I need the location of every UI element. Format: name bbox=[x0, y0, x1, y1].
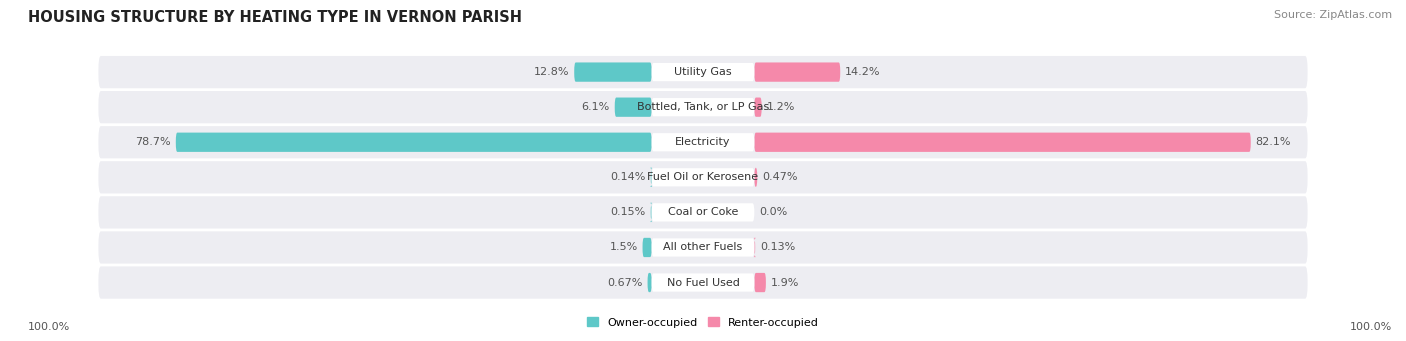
Text: HOUSING STRUCTURE BY HEATING TYPE IN VERNON PARISH: HOUSING STRUCTURE BY HEATING TYPE IN VER… bbox=[28, 10, 522, 25]
Text: 1.2%: 1.2% bbox=[766, 102, 794, 112]
FancyBboxPatch shape bbox=[754, 238, 756, 257]
FancyBboxPatch shape bbox=[755, 273, 766, 292]
FancyBboxPatch shape bbox=[98, 56, 1308, 88]
FancyBboxPatch shape bbox=[651, 63, 755, 81]
Text: 82.1%: 82.1% bbox=[1256, 137, 1291, 147]
Text: Bottled, Tank, or LP Gas: Bottled, Tank, or LP Gas bbox=[637, 102, 769, 112]
Text: 0.14%: 0.14% bbox=[610, 172, 645, 182]
FancyBboxPatch shape bbox=[650, 168, 652, 187]
Text: 1.5%: 1.5% bbox=[609, 242, 638, 252]
FancyBboxPatch shape bbox=[98, 126, 1308, 158]
Legend: Owner-occupied, Renter-occupied: Owner-occupied, Renter-occupied bbox=[582, 313, 824, 332]
Text: 100.0%: 100.0% bbox=[1350, 322, 1392, 332]
FancyBboxPatch shape bbox=[650, 203, 652, 222]
FancyBboxPatch shape bbox=[648, 273, 651, 292]
FancyBboxPatch shape bbox=[643, 238, 651, 257]
FancyBboxPatch shape bbox=[755, 98, 762, 117]
FancyBboxPatch shape bbox=[98, 161, 1308, 193]
FancyBboxPatch shape bbox=[755, 168, 758, 187]
Text: 0.15%: 0.15% bbox=[610, 207, 645, 218]
Text: 14.2%: 14.2% bbox=[845, 67, 880, 77]
FancyBboxPatch shape bbox=[98, 231, 1308, 264]
FancyBboxPatch shape bbox=[651, 98, 755, 116]
Text: Utility Gas: Utility Gas bbox=[675, 67, 731, 77]
FancyBboxPatch shape bbox=[651, 168, 755, 187]
Text: 78.7%: 78.7% bbox=[135, 137, 172, 147]
Text: Source: ZipAtlas.com: Source: ZipAtlas.com bbox=[1274, 10, 1392, 20]
Text: All other Fuels: All other Fuels bbox=[664, 242, 742, 252]
Text: 12.8%: 12.8% bbox=[534, 67, 569, 77]
Text: 100.0%: 100.0% bbox=[28, 322, 70, 332]
Text: 0.47%: 0.47% bbox=[762, 172, 797, 182]
Text: 0.0%: 0.0% bbox=[759, 207, 787, 218]
FancyBboxPatch shape bbox=[651, 133, 755, 151]
Text: No Fuel Used: No Fuel Used bbox=[666, 278, 740, 287]
Text: Electricity: Electricity bbox=[675, 137, 731, 147]
FancyBboxPatch shape bbox=[98, 196, 1308, 228]
FancyBboxPatch shape bbox=[614, 98, 651, 117]
FancyBboxPatch shape bbox=[755, 133, 1251, 152]
FancyBboxPatch shape bbox=[651, 273, 755, 292]
FancyBboxPatch shape bbox=[651, 203, 755, 222]
Text: Coal or Coke: Coal or Coke bbox=[668, 207, 738, 218]
FancyBboxPatch shape bbox=[574, 62, 651, 82]
FancyBboxPatch shape bbox=[98, 266, 1308, 299]
FancyBboxPatch shape bbox=[98, 91, 1308, 123]
FancyBboxPatch shape bbox=[176, 133, 651, 152]
Text: 0.67%: 0.67% bbox=[607, 278, 643, 287]
Text: Fuel Oil or Kerosene: Fuel Oil or Kerosene bbox=[647, 172, 759, 182]
Text: 0.13%: 0.13% bbox=[761, 242, 796, 252]
FancyBboxPatch shape bbox=[651, 238, 755, 256]
Text: 1.9%: 1.9% bbox=[770, 278, 799, 287]
Text: 6.1%: 6.1% bbox=[582, 102, 610, 112]
FancyBboxPatch shape bbox=[755, 62, 841, 82]
